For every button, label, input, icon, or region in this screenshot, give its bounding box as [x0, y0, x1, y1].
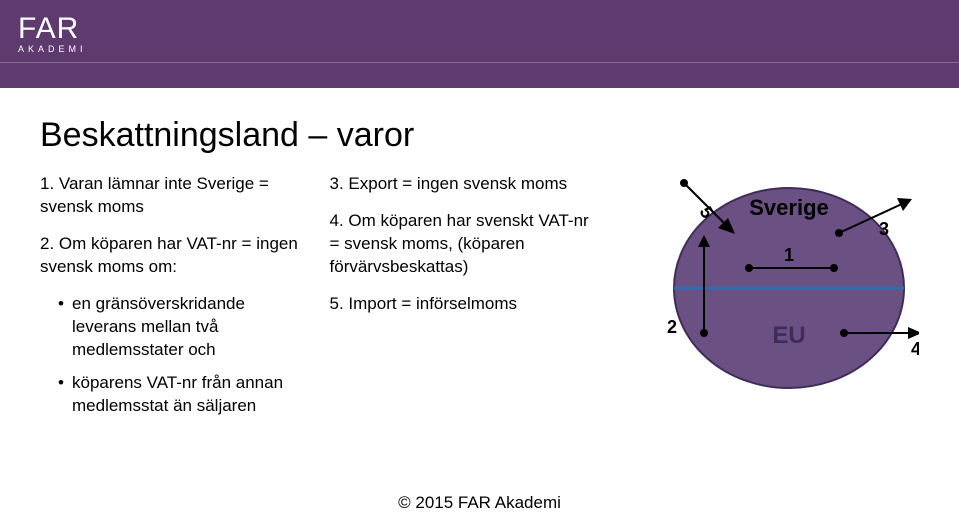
point-2: 2. Om köparen har VAT-nr = ingen svensk …: [40, 233, 300, 279]
label-eu: EU: [772, 322, 805, 349]
diagram: Sverige EU 5 3 1 2 4: [629, 173, 919, 403]
num-1: 1: [784, 245, 794, 265]
point-4: 4. Om köparen har svenskt VAT-nr = svens…: [330, 210, 599, 279]
arrow-4-dot: [840, 329, 848, 337]
diagram-svg: Sverige EU 5 3 1 2 4: [629, 173, 919, 403]
num-2: 2: [667, 317, 677, 337]
point-1: 1. Varan lämnar inte Sverige = svensk mo…: [40, 173, 300, 219]
left-column: 1. Varan lämnar inte Sverige = svensk mo…: [40, 173, 300, 427]
num-4: 4: [911, 339, 919, 359]
slide-content: Beskattningsland – varor 1. Varan lämnar…: [0, 88, 959, 527]
bullet-1: en gränsöverskridande leverans mellan tv…: [58, 293, 300, 362]
columns: 1. Varan lämnar inte Sverige = svensk mo…: [40, 173, 919, 427]
header-divider: [0, 62, 959, 63]
arrow-2-dot: [700, 329, 708, 337]
bullet-list: en gränsöverskridande leverans mellan tv…: [40, 293, 300, 418]
page-title: Beskattningsland – varor: [40, 116, 919, 155]
logo: FAR AKADEMI: [18, 12, 87, 54]
point-5: 5. Import = införselmoms: [330, 293, 599, 316]
logo-text: FAR: [18, 12, 87, 46]
arrow-3-dot: [835, 229, 843, 237]
arrow-5-dot: [680, 179, 688, 187]
label-sverige: Sverige: [749, 195, 829, 220]
num-3: 3: [879, 219, 889, 239]
bullet-2: köparens VAT-nr från annan medlemsstat ä…: [58, 372, 300, 418]
footer: © 2015 FAR Akademi: [0, 493, 959, 513]
arrow-1-dot-left: [745, 264, 753, 272]
mid-column: 3. Export = ingen svensk moms 4. Om köpa…: [330, 173, 599, 427]
arrow-1-dot-right: [830, 264, 838, 272]
header-bar: FAR AKADEMI: [0, 0, 959, 88]
logo-subtext: AKADEMI: [18, 44, 87, 54]
point-3: 3. Export = ingen svensk moms: [330, 173, 599, 196]
arrow-4-head: [908, 327, 919, 339]
